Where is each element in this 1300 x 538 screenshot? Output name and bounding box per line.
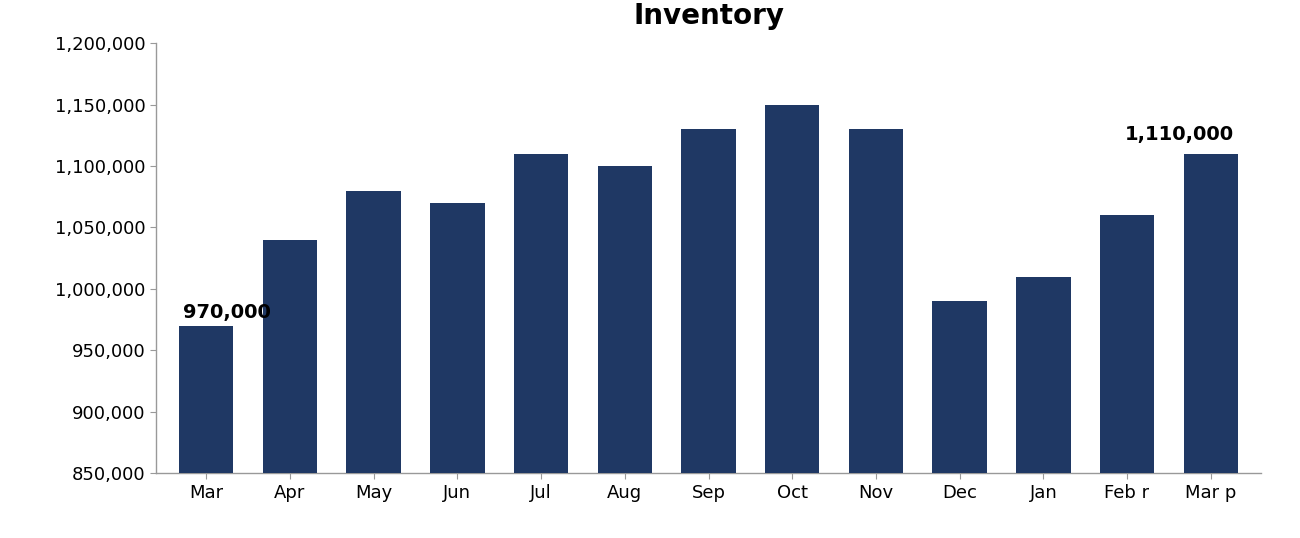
Bar: [430, 203, 485, 538]
Bar: [681, 129, 736, 538]
Bar: [764, 104, 819, 538]
Text: 1,110,000: 1,110,000: [1124, 125, 1234, 144]
Bar: [1183, 154, 1238, 538]
Bar: [598, 166, 653, 538]
Bar: [1017, 277, 1071, 538]
Bar: [932, 301, 987, 538]
Bar: [514, 154, 568, 538]
Title: Inventory: Inventory: [633, 2, 784, 30]
Bar: [263, 240, 317, 538]
Bar: [1100, 215, 1154, 538]
Bar: [849, 129, 903, 538]
Bar: [179, 326, 234, 538]
Bar: [346, 190, 400, 538]
Text: 970,000: 970,000: [183, 303, 270, 322]
